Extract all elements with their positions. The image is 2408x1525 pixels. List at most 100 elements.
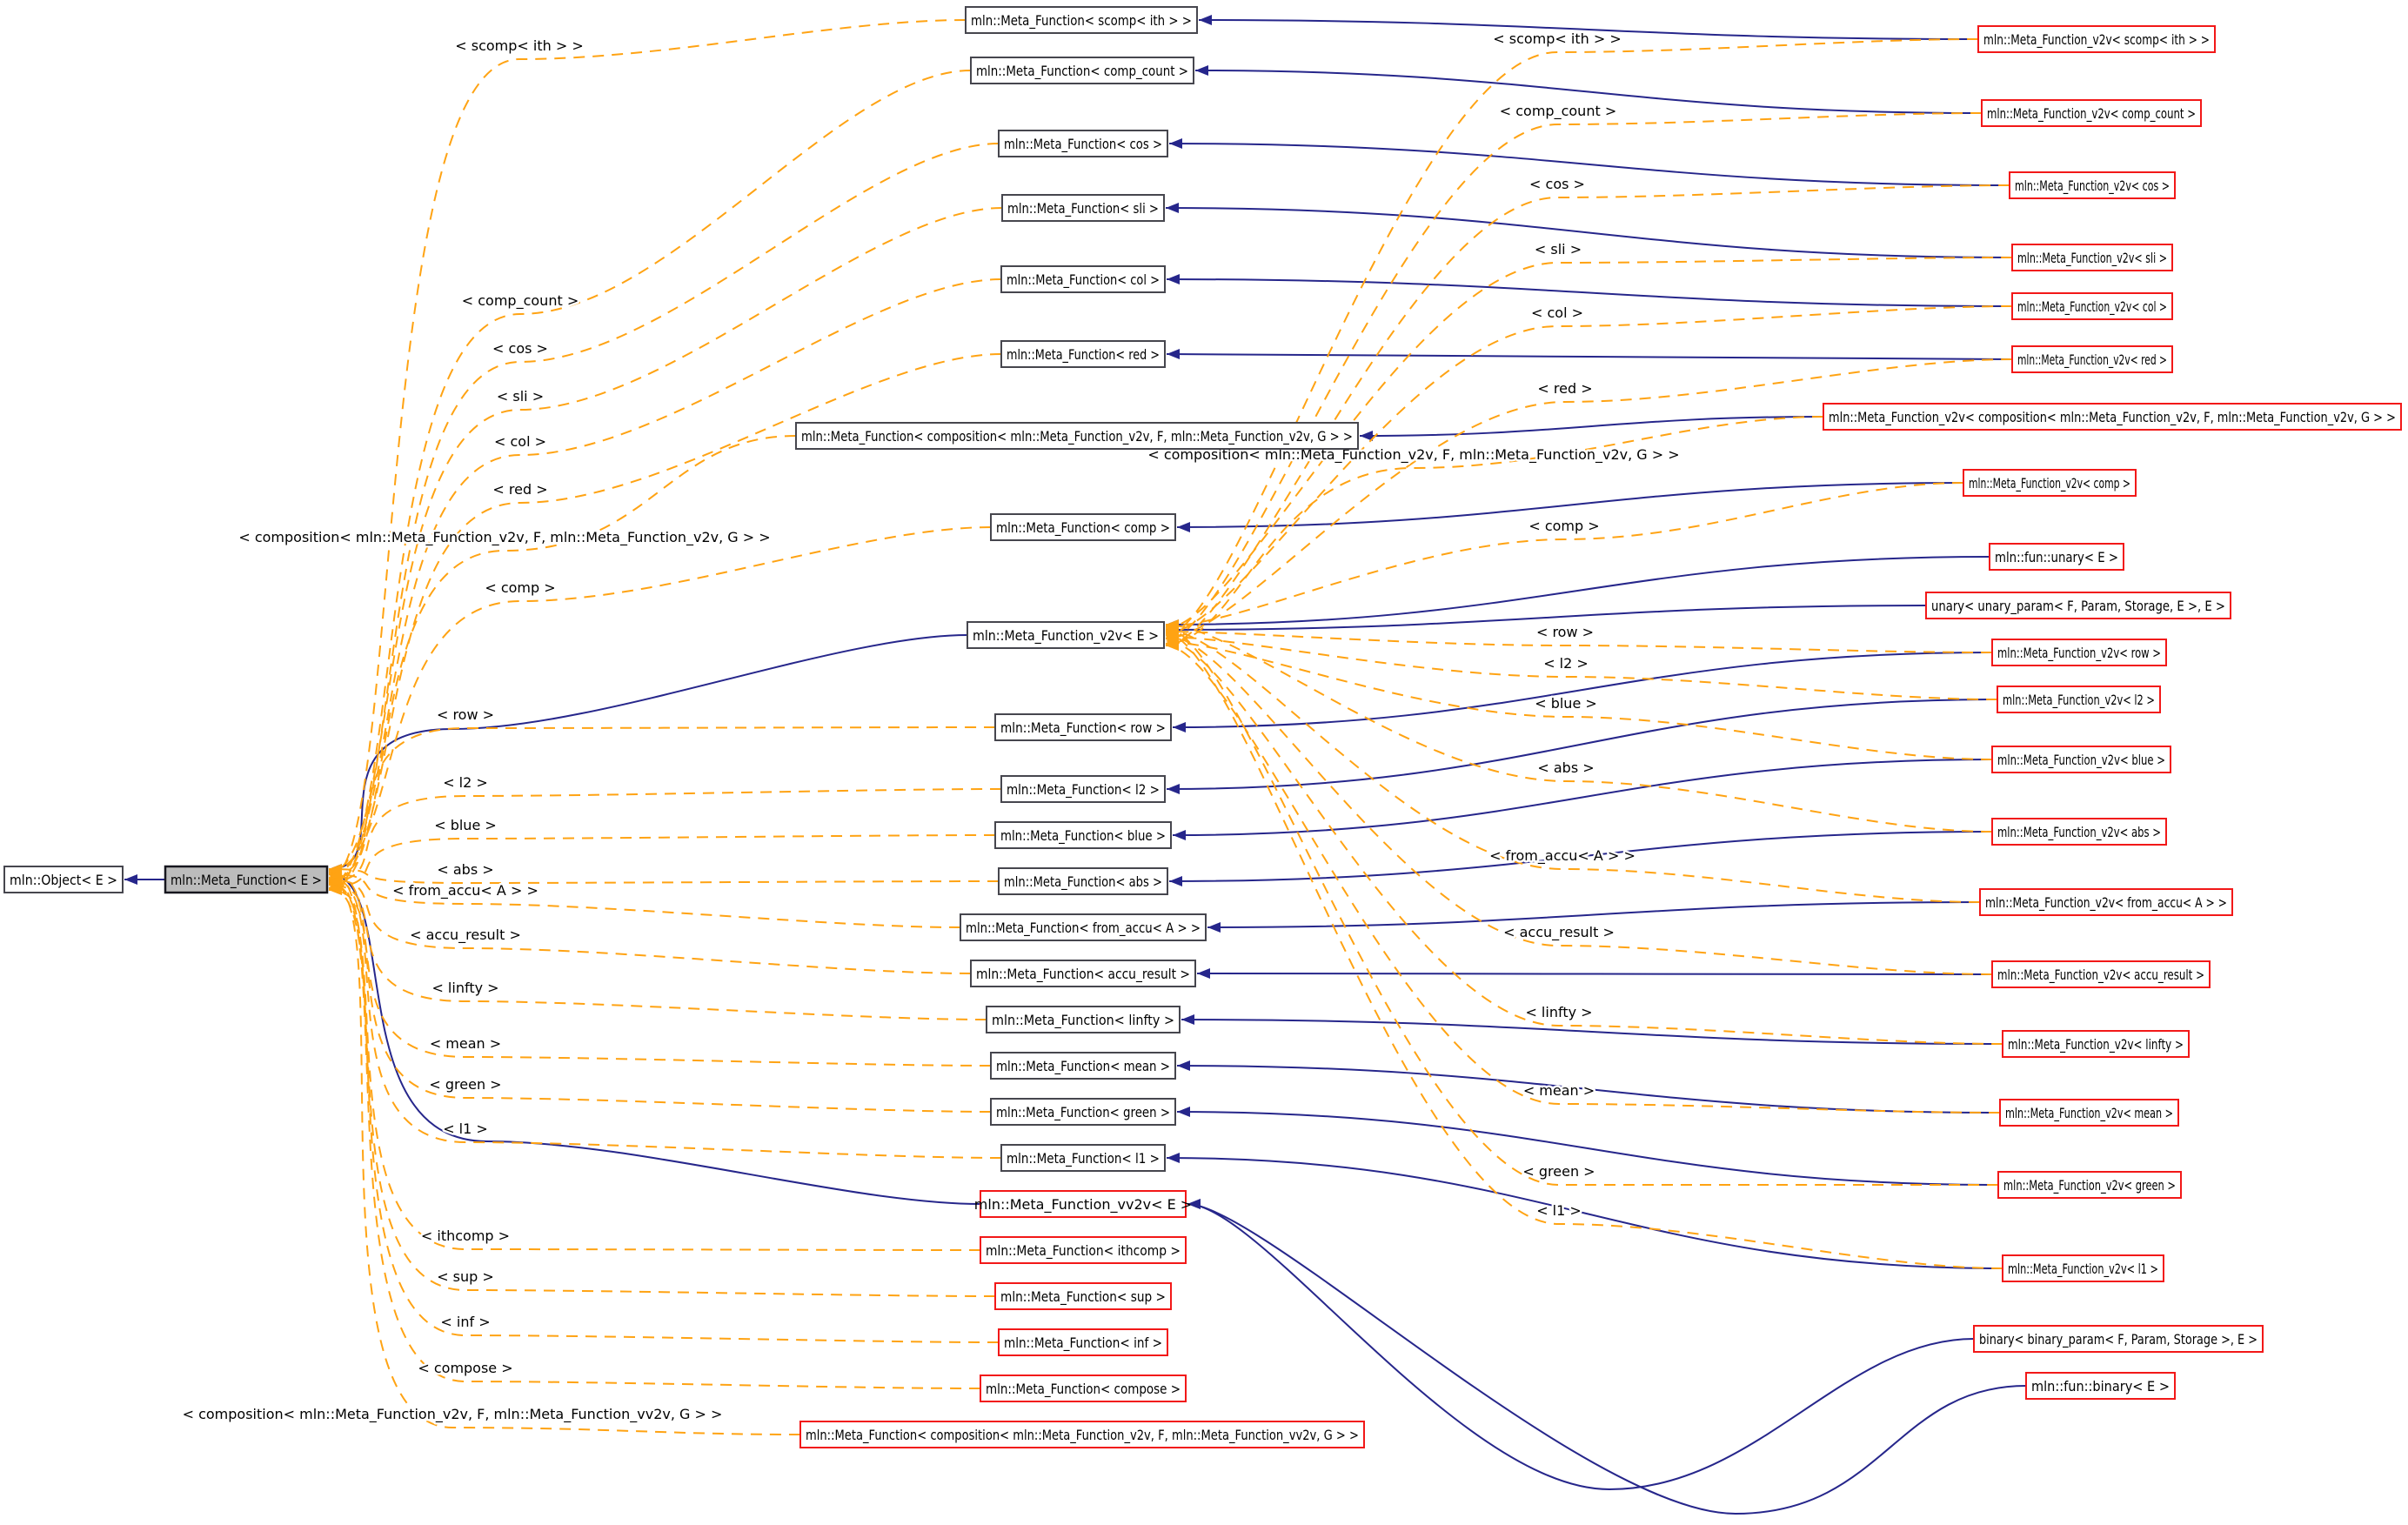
node-label: mln::Meta_Function< linfty > [992,1012,1174,1029]
node-label: mln::Meta_Function_v2v< linfty > [2008,1036,2184,1053]
template-edge-r_linfty-to-v2v_e [1165,635,2003,1045]
class-node-m_composition[interactable]: mln::Meta_Function< composition< mln::Me… [795,422,1359,450]
template-edge-label: < cos > [1529,176,1585,192]
node-label: mln::Meta_Function< E > [171,872,322,889]
template-edge-m_blue-to-mf_e [328,834,996,892]
node-label: mln::Meta_Function< comp > [996,519,1170,537]
node-label: mln::Meta_Function_v2v< scomp< ith > > [1983,31,2210,49]
class-node-m_comp_count[interactable]: mln::Meta_Function< comp_count > [970,57,1194,84]
node-label: mln::Meta_Function_v2v< col > [2017,298,2167,316]
class-node-r_accu_result[interactable]: mln::Meta_Function_v2v< accu_result > [1991,960,2211,988]
class-node-r_cos[interactable]: mln::Meta_Function_v2v< cos > [2009,171,2176,199]
class-node-m_ithcomp[interactable]: mln::Meta_Function< ithcomp > [980,1236,1187,1264]
node-box [2011,292,2173,320]
node-label: mln::Meta_Function< sli > [1007,200,1159,217]
class-node-r_comp_count[interactable]: mln::Meta_Function_v2v< comp_count > [1981,99,2202,127]
template-edge-m_mean-to-mf_e [328,885,992,1067]
node-label: mln::Meta_Function_v2v< l1 > [2008,1261,2158,1278]
node-box [990,513,1176,541]
node-label: mln::Meta_Function_v2v< l2 > [2003,692,2155,709]
node-box [2025,1372,2176,1400]
node-box [1991,960,2211,988]
inheritance-edge-r_binary_param-to-vv2v_e [1187,1199,1975,1491]
template-edge-label: < row > [437,706,494,723]
class-node-r_abs[interactable]: mln::Meta_Function_v2v< abs > [1991,818,2167,846]
class-node-m_inf[interactable]: mln::Meta_Function< inf > [998,1328,1168,1356]
class-node-m_from_accu[interactable]: mln::Meta_Function< from_accu< A > > [960,913,1207,941]
node-box [2011,244,2173,271]
node-label: mln::Meta_Function< l1 > [1007,1150,1160,1167]
class-node-r_blue[interactable]: mln::Meta_Function_v2v< blue > [1991,746,2171,773]
node-label: mln::Meta_Function< composition< mln::Me… [806,1427,1359,1444]
class-node-r_l2[interactable]: mln::Meta_Function_v2v< l2 > [1997,686,2161,713]
class-node-r_unary[interactable]: mln::fun::unary< E > [1989,543,2124,571]
class-node-r_row[interactable]: mln::Meta_Function_v2v< row > [1991,639,2167,666]
class-node-r_linfty[interactable]: mln::Meta_Function_v2v< linfty > [2002,1030,2190,1058]
class-node-r_from_accu[interactable]: mln::Meta_Function_v2v< from_accu< A > > [1979,888,2233,916]
class-node-m_red[interactable]: mln::Meta_Function< red > [1000,340,1166,368]
node-label: mln::Meta_Function< composition< mln::Me… [801,428,1353,445]
node-box [1991,746,2171,773]
node-label: mln::Meta_Function< mean > [996,1058,1170,1075]
class-node-m_green[interactable]: mln::Meta_Function< green > [990,1098,1176,1126]
class-node-r_composition[interactable]: mln::Meta_Function_v2v< composition< mln… [1823,403,2402,431]
class-node-vv2v_e[interactable]: mln::Meta_Function_vv2v< E > [974,1190,1192,1218]
class-node-r_fun_binary[interactable]: mln::fun::binary< E > [2025,1372,2176,1400]
class-node-m_sup[interactable]: mln::Meta_Function< sup > [994,1282,1172,1310]
class-node-m_cos[interactable]: mln::Meta_Function< cos > [998,130,1168,157]
template-edge-label: < cos > [492,340,548,357]
node-box [1981,99,2202,127]
template-edge-m_inf-to-mf_e [328,866,1000,1343]
template-edge-label: < red > [492,481,547,498]
node-label: mln::fun::unary< E > [1995,549,2118,565]
class-node-mf_e[interactable]: mln::Meta_Function< E > [164,865,329,894]
template-edge-m_col-to-mf_e [328,278,1002,883]
class-node-m_col[interactable]: mln::Meta_Function< col > [1000,265,1166,293]
template-edge-label: < compose > [418,1360,512,1376]
class-node-r_scomp[interactable]: mln::Meta_Function_v2v< scomp< ith > > [1977,25,2216,53]
inheritance-edge-v2v_e-to-mf_e [328,634,968,874]
class-node-m_l1[interactable]: mln::Meta_Function< l1 > [1000,1144,1166,1172]
node-box [2011,345,2173,373]
class-node-r_l1[interactable]: mln::Meta_Function_v2v< l1 > [2002,1254,2164,1282]
node-box [967,621,1165,649]
node-label: mln::Meta_Function_v2v< row > [1997,645,2161,662]
class-node-r_red[interactable]: mln::Meta_Function_v2v< red > [2011,345,2173,373]
class-node-m_abs[interactable]: mln::Meta_Function< abs > [998,867,1168,895]
class-node-m_l2[interactable]: mln::Meta_Function< l2 > [1000,775,1166,803]
template-edge-label: < mean > [430,1035,501,1052]
class-node-r_unary_param[interactable]: unary< unary_param< F, Param, Storage, E… [1925,592,2231,619]
inheritance-edge-r_red-to-m_red [1166,349,2013,360]
class-node-r_mean[interactable]: mln::Meta_Function_v2v< mean > [1999,1099,2179,1127]
class-node-m_comp[interactable]: mln::Meta_Function< comp > [990,513,1176,541]
class-node-r_binary_param[interactable]: binary< binary_param< F, Param, Storage … [1973,1325,2264,1353]
class-node-m_scomp[interactable]: mln::Meta_Function< scomp< ith > > [965,6,1198,34]
node-box [1997,1171,2182,1199]
template-edge-m_l2-to-mf_e [328,788,1002,886]
class-node-m_mean[interactable]: mln::Meta_Function< mean > [990,1052,1176,1080]
class-node-m_compose[interactable]: mln::Meta_Function< compose > [980,1375,1187,1402]
node-label: mln::Meta_Function< row > [1000,719,1166,737]
class-node-m_composition_vv2v[interactable]: mln::Meta_Function< composition< mln::Me… [799,1421,1365,1448]
node-box [1000,265,1166,293]
class-node-object_e[interactable]: mln::Object< E > [3,866,124,893]
template-edge-r_col-to-v2v_e [1165,305,2013,639]
node-box [2009,171,2176,199]
class-node-m_linfty[interactable]: mln::Meta_Function< linfty > [986,1006,1181,1033]
template-edge-label: < row > [1536,624,1594,640]
class-node-v2v_e[interactable]: mln::Meta_Function_v2v< E > [967,621,1165,649]
class-node-m_accu_result[interactable]: mln::Meta_Function< accu_result > [970,960,1196,987]
node-box [1001,194,1165,222]
node-box [3,866,124,893]
class-node-r_green[interactable]: mln::Meta_Function_v2v< green > [1997,1171,2182,1199]
template-edge-label: < col > [494,433,546,450]
node-box [965,6,1198,34]
class-node-m_sli[interactable]: mln::Meta_Function< sli > [1001,194,1165,222]
node-label: mln::Meta_Function_v2v< comp > [1969,475,2130,492]
class-node-r_comp[interactable]: mln::Meta_Function_v2v< comp > [1963,469,2137,497]
class-node-r_sli[interactable]: mln::Meta_Function_v2v< sli > [2011,244,2173,271]
inheritance-edge-r_col-to-m_col [1166,274,2013,307]
class-node-m_blue[interactable]: mln::Meta_Function< blue > [994,821,1172,849]
class-node-r_col[interactable]: mln::Meta_Function_v2v< col > [2011,292,2173,320]
class-node-m_row[interactable]: mln::Meta_Function< row > [994,713,1172,741]
